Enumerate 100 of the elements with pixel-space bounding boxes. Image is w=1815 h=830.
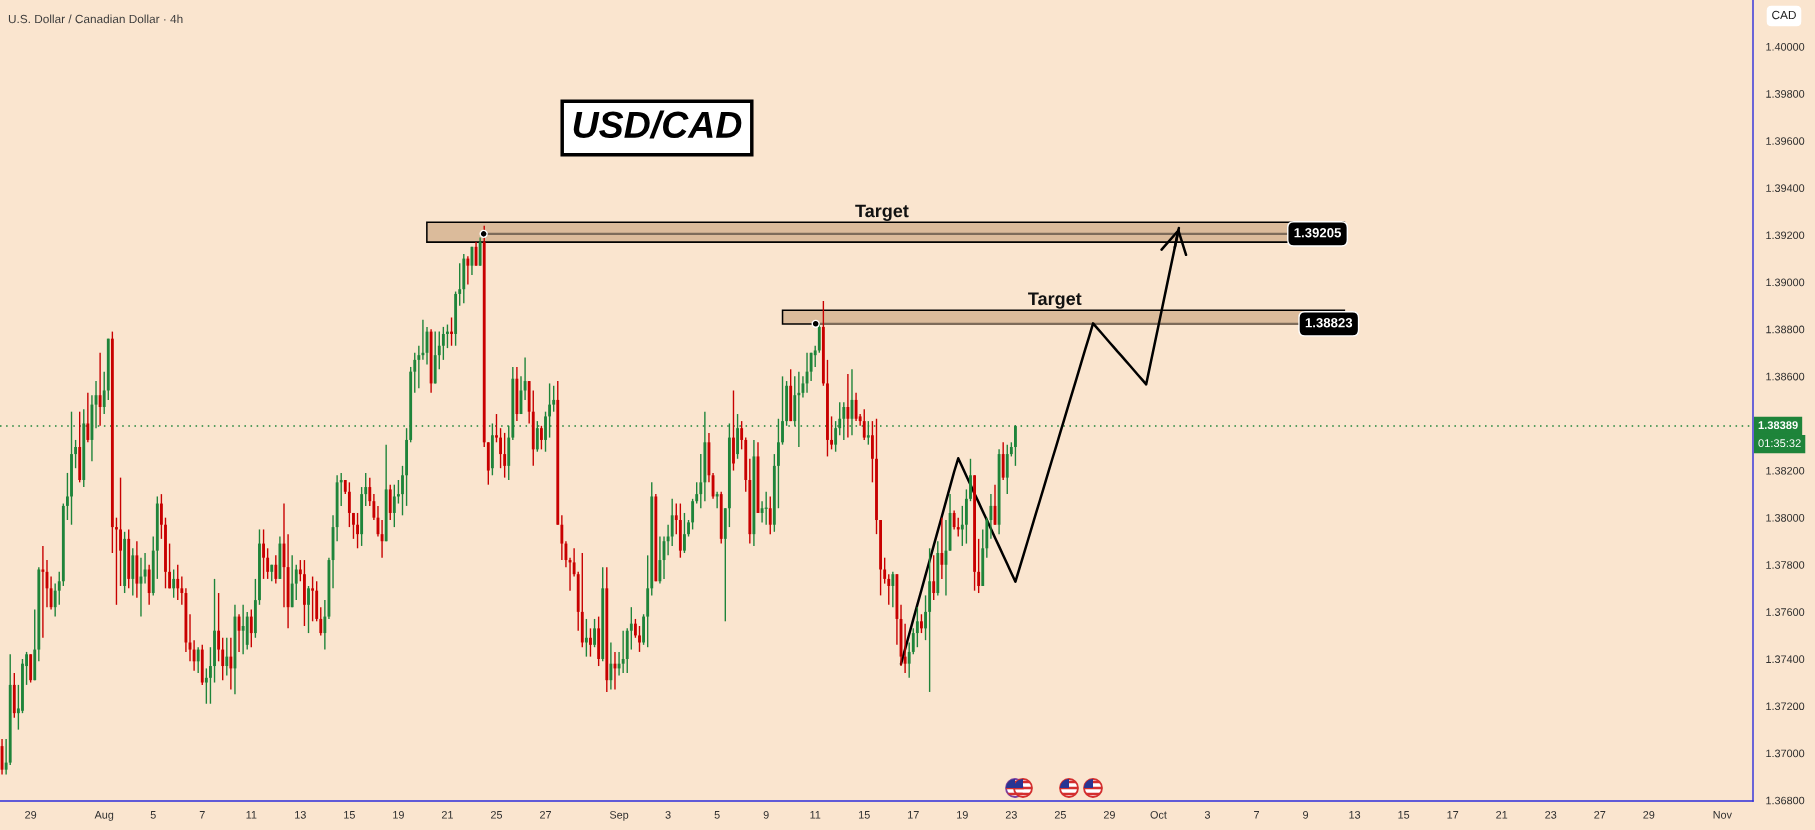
x-tick-label: 15 <box>859 811 870 819</box>
candlestick <box>866 420 870 446</box>
candlestick <box>670 498 674 547</box>
candlestick <box>290 554 294 608</box>
x-tick-label: 3 <box>665 811 671 819</box>
candlestick <box>560 514 564 561</box>
y-tick-label: 1.39400 <box>1766 184 1805 192</box>
candlestick <box>809 352 813 382</box>
candlestick <box>813 345 817 368</box>
y-tick-label: 1.39800 <box>1766 90 1805 98</box>
candlestick <box>1005 443 1009 495</box>
candlestick <box>699 453 703 509</box>
candlestick <box>347 481 351 528</box>
x-tick-label: 5 <box>714 811 720 819</box>
x-tick-label: 23 <box>1005 811 1017 819</box>
candlestick <box>932 554 936 601</box>
candlestick <box>57 571 61 606</box>
x-tick-label: 21 <box>441 811 453 819</box>
candlestick <box>119 476 122 587</box>
candlestick <box>658 535 662 585</box>
candlestick <box>969 458 972 502</box>
candlestick <box>842 401 846 441</box>
candlestick <box>372 493 376 521</box>
candlestick <box>977 538 981 594</box>
x-tick-label: 17 <box>908 811 919 819</box>
candlestick <box>262 528 265 580</box>
candlestick <box>478 236 482 267</box>
candlestick <box>584 618 588 658</box>
x-tick-label: 17 <box>1447 811 1459 819</box>
x-tick-label: 9 <box>763 811 769 819</box>
candlestick <box>217 592 221 663</box>
candlestick <box>732 389 735 472</box>
y-tick-label: 1.39200 <box>1766 231 1805 240</box>
candlestick <box>209 646 212 705</box>
x-tick-label: 11 <box>246 811 257 819</box>
x-tick-label: 15 <box>1398 811 1410 819</box>
x-tick-label: 9 <box>1303 811 1309 819</box>
x-tick-label: 7 <box>199 811 205 819</box>
candlestick <box>147 564 151 606</box>
x-tick-label: 23 <box>1545 811 1557 819</box>
candlestick <box>920 613 923 634</box>
candlestick <box>4 738 8 776</box>
y-tick-label: 1.38800 <box>1766 325 1805 334</box>
y-tick-label: 1.38200 <box>1766 466 1805 475</box>
x-tick-label: 15 <box>344 811 355 819</box>
y-tick-label: 1.37800 <box>1766 561 1805 569</box>
candlestick <box>695 481 699 505</box>
candlestick <box>401 465 404 517</box>
candlestick <box>21 658 24 714</box>
candlestick <box>437 330 441 370</box>
x-tick-label: 27 <box>1594 811 1606 819</box>
candlestick <box>65 472 69 521</box>
candlestick <box>229 637 233 691</box>
candlestick <box>973 474 976 592</box>
x-tick-label: 13 <box>295 811 306 819</box>
candlestick <box>294 564 298 601</box>
candlestick <box>168 542 172 590</box>
candlestick <box>274 554 278 585</box>
y-tick-label: 1.38600 <box>1766 372 1805 381</box>
candlestick <box>879 519 883 597</box>
candlestick <box>323 599 327 651</box>
x-tick-label: 25 <box>1054 811 1066 819</box>
candlestick <box>683 512 686 554</box>
x-tick-label: 13 <box>1349 811 1361 819</box>
ref-line-label: 1.39205 <box>1294 228 1342 238</box>
candlestick <box>86 392 90 443</box>
candlestick <box>221 637 225 681</box>
y-tick-label: 1.37600 <box>1766 608 1805 616</box>
x-tick-label: 19 <box>957 811 968 819</box>
candlestick <box>213 578 216 684</box>
y-tick-label: 1.37000 <box>1766 749 1805 758</box>
candlestick <box>495 413 498 443</box>
candlestick <box>629 606 633 651</box>
ref-line-label: 1.38389 <box>1758 421 1798 430</box>
candlestick <box>768 495 772 535</box>
candlestick <box>176 564 180 601</box>
x-tick-label: 29 <box>25 811 37 819</box>
x-tick-label: 21 <box>1496 811 1508 819</box>
candlestick <box>544 410 547 453</box>
candlestick <box>196 646 200 674</box>
candlestick <box>830 415 833 451</box>
candlestick <box>621 630 625 674</box>
x-tick-label: Aug <box>94 811 114 821</box>
candlestick <box>911 627 915 655</box>
candlestick <box>258 528 261 606</box>
candlestick <box>891 571 895 608</box>
x-tick-label: Sep <box>609 811 629 821</box>
candlestick <box>552 385 556 413</box>
candlestick <box>131 547 135 597</box>
candlestick <box>740 420 744 451</box>
y-tick-label: 1.37400 <box>1766 655 1805 664</box>
x-tick-label: Oct <box>1150 811 1167 819</box>
x-tick-label: 29 <box>1103 811 1115 819</box>
candlestick <box>266 547 270 580</box>
candlestick <box>609 641 613 691</box>
candlestick <box>204 667 208 705</box>
candlestick <box>870 420 874 484</box>
x-tick-label: 25 <box>491 811 503 819</box>
band-label: Target <box>855 204 909 221</box>
y-tick-label: 1.38000 <box>1766 514 1805 522</box>
